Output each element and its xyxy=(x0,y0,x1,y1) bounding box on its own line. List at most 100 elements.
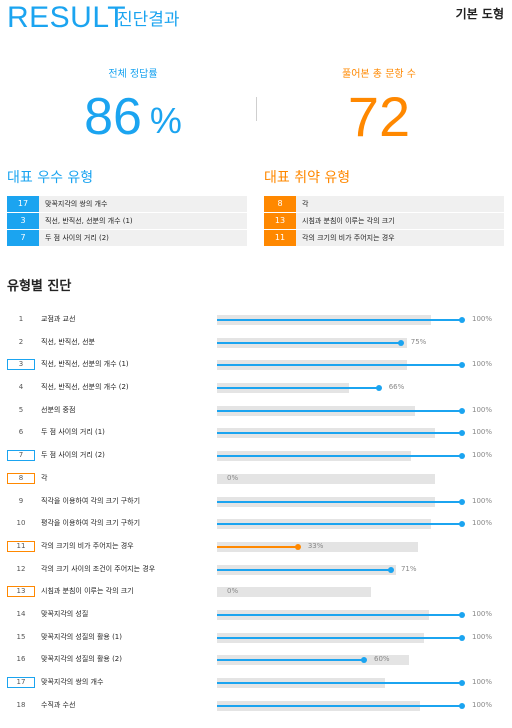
accuracy-number: 86 xyxy=(84,88,142,146)
strong-type-item[interactable]: 17 맞꼭지각의 쌍의 개수 xyxy=(7,196,247,212)
row-percent: 100% xyxy=(472,360,493,369)
row-label: 맞꼭지각의 성질 xyxy=(41,609,89,618)
strong-types-list: 17 맞꼭지각의 쌍의 개수 3 직선, 반직선, 선분의 개수 (1) 7 두 점 사이… xyxy=(7,196,247,246)
row-track xyxy=(217,473,436,484)
row-label: 평각을 이용하여 각의 크기 구하기 xyxy=(41,519,141,528)
row-label: 교점과 교선 xyxy=(41,315,76,323)
weak-type-item[interactable]: 13 시침과 분침이 이루는 각의 크기 xyxy=(264,213,504,229)
row-marker xyxy=(397,339,404,346)
row-percent: 33% xyxy=(307,541,324,550)
row-fill xyxy=(217,613,462,616)
row-percent: 75% xyxy=(410,337,427,346)
row-index: 8 xyxy=(7,472,35,484)
diagnosis-row[interactable]: 9 직각을 이용하여 각의 크기 구하기 100% xyxy=(7,491,507,514)
diagnosis-row[interactable]: 17 맞꼭지각의 쌍의 개수 100% xyxy=(7,672,507,695)
diagnosis-row[interactable]: 10 평각을 이용하여 각의 크기 구하기 100% xyxy=(7,513,507,536)
diagnosis-row[interactable]: 6 두 점 사이의 거리 (1) 100% xyxy=(7,422,507,445)
row-index: 13 xyxy=(7,586,35,598)
row-label: 시침과 분침이 이루는 각의 크기 xyxy=(41,587,134,596)
strong-type-item[interactable]: 7 두 점 사이의 거리 (2) xyxy=(7,230,247,246)
row-percent: 100% xyxy=(472,315,493,323)
row-index: 6 xyxy=(18,428,24,437)
row-percent: 100% xyxy=(472,609,493,618)
row-index: 9 xyxy=(18,496,24,505)
row-marker xyxy=(459,702,465,709)
row-index: 4 xyxy=(18,383,24,392)
diagnosis-row[interactable]: 15 맞꼭지각의 성질의 활용 (1) 100% xyxy=(7,627,507,650)
diagnosis-row[interactable]: 13 시침과 분침이 이루는 각의 크기 0% xyxy=(7,581,507,604)
diagnosis-row[interactable]: 12 각의 크기 사이의 조건이 주어지는 경우 71% xyxy=(7,559,507,582)
row-marker xyxy=(459,611,465,618)
row-index: 5 xyxy=(18,405,24,414)
diagnosis-row[interactable]: 7 두 점 사이의 거리 (2) 100% xyxy=(7,445,507,468)
accuracy-value: 86% xyxy=(33,87,233,160)
row-fill xyxy=(217,523,462,526)
strong-type-item[interactable]: 3 직선, 반직선, 선분의 개수 (1) xyxy=(7,213,247,229)
row-marker xyxy=(459,680,465,686)
strong-type-label: 직선, 반직선, 선분의 개수 (1) xyxy=(45,217,133,225)
row-percent: 100% xyxy=(472,519,493,528)
weak-types-panel: 대표 취약 유형 8 각 13 시침과 분침이 이루는 각의 크기 11 각의 크기의 비… xyxy=(264,168,504,247)
accuracy-label: 전체 정답률 xyxy=(108,69,158,80)
diagnosis-row[interactable]: 3 직선, 반직선, 선분의 개수 (1) 100% xyxy=(7,354,507,377)
row-percent: 71% xyxy=(400,564,417,573)
row-fill xyxy=(217,636,462,639)
page-subtitle: 진단결과 xyxy=(117,10,180,30)
row-fill xyxy=(217,568,391,571)
overall-accuracy: 전체 정답률 86% xyxy=(33,68,233,160)
row-index: 18 xyxy=(16,700,26,709)
weak-type-item[interactable]: 11 각의 크기의 비가 주어지는 경우 xyxy=(264,230,504,246)
row-fill xyxy=(217,682,462,684)
weak-type-number: 13 xyxy=(264,213,296,229)
row-label: 각의 크기 사이의 조건이 주어지는 경우 xyxy=(41,564,156,573)
diagnosis-row[interactable]: 8 각 0% xyxy=(7,468,507,491)
row-label: 수직과 수선 xyxy=(41,700,76,709)
count-value: 72 xyxy=(347,85,411,148)
weak-type-label: 각 xyxy=(302,200,309,208)
strong-type-number: 17 xyxy=(7,196,39,212)
row-label: 직선, 반직선, 선분의 개수 (2) xyxy=(41,383,129,392)
row-fill xyxy=(217,704,462,707)
row-percent: 100% xyxy=(472,496,493,505)
weak-type-label: 각의 크기의 비가 주어지는 경우 xyxy=(302,234,395,242)
row-percent: 100% xyxy=(472,428,493,437)
row-fill xyxy=(217,432,462,435)
row-fill xyxy=(217,545,298,548)
row-marker xyxy=(387,566,394,573)
stats-divider xyxy=(256,97,257,121)
diagnosis-row[interactable]: 11 각의 크기의 비가 주어지는 경우 33% xyxy=(7,536,507,559)
row-label: 맞꼭지각의 성질의 활용 (2) xyxy=(41,655,122,664)
row-fill xyxy=(217,659,364,662)
row-percent: 66% xyxy=(388,383,405,392)
row-fill xyxy=(217,341,401,344)
diagnosis-row[interactable]: 4 직선, 반직선, 선분의 개수 (2) 66% xyxy=(7,377,507,400)
row-index: 17 xyxy=(7,677,35,688)
page-header: RESULT 진단결과 기본 도형 xyxy=(7,0,507,34)
diagnosis-row[interactable]: 1 교점과 교선 100% xyxy=(7,309,507,332)
page-title: RESULT xyxy=(7,1,127,34)
row-label: 맞꼭지각의 성질의 활용 (1) xyxy=(41,632,122,641)
diagnosis-row[interactable]: 2 직선, 반직선, 선분 75% xyxy=(7,332,507,355)
row-index: 11 xyxy=(7,540,35,552)
row-marker xyxy=(459,362,465,369)
strong-types-panel: 대표 우수 유형 17 맞꼭지각의 쌍의 개수 3 직선, 반직선, 선분의 개수 (… xyxy=(7,168,247,247)
strong-type-label: 맞꼭지각의 쌍의 개수 xyxy=(45,200,108,208)
weak-types-list: 8 각 13 시침과 분침이 이루는 각의 크기 11 각의 크기의 비가 주어지는 경우 xyxy=(264,196,504,246)
row-label: 각 xyxy=(41,473,48,482)
row-fill xyxy=(217,409,462,412)
row-label: 직선, 반직선, 선분 xyxy=(41,337,95,346)
row-label: 맞꼭지각의 쌍의 개수 xyxy=(41,678,104,686)
row-fill xyxy=(217,500,462,503)
diagnosis-row[interactable]: 16 맞꼭지각의 성질의 활용 (2) 60% xyxy=(7,649,507,672)
diagnosis-row[interactable]: 18 수직과 수선 100% xyxy=(7,695,507,718)
diagnosis-row[interactable]: 5 선분의 중점 100% xyxy=(7,400,507,423)
strong-type-label: 두 점 사이의 거리 (2) xyxy=(45,234,109,242)
accuracy-unit: % xyxy=(149,100,182,141)
strong-type-number: 7 xyxy=(7,230,39,246)
row-label: 두 점 사이의 거리 (2) xyxy=(41,451,105,460)
diagnosis-row[interactable]: 14 맞꼭지각의 성질 100% xyxy=(7,604,507,627)
row-marker xyxy=(459,407,465,414)
row-marker xyxy=(459,521,465,528)
row-percent: 100% xyxy=(472,405,493,414)
